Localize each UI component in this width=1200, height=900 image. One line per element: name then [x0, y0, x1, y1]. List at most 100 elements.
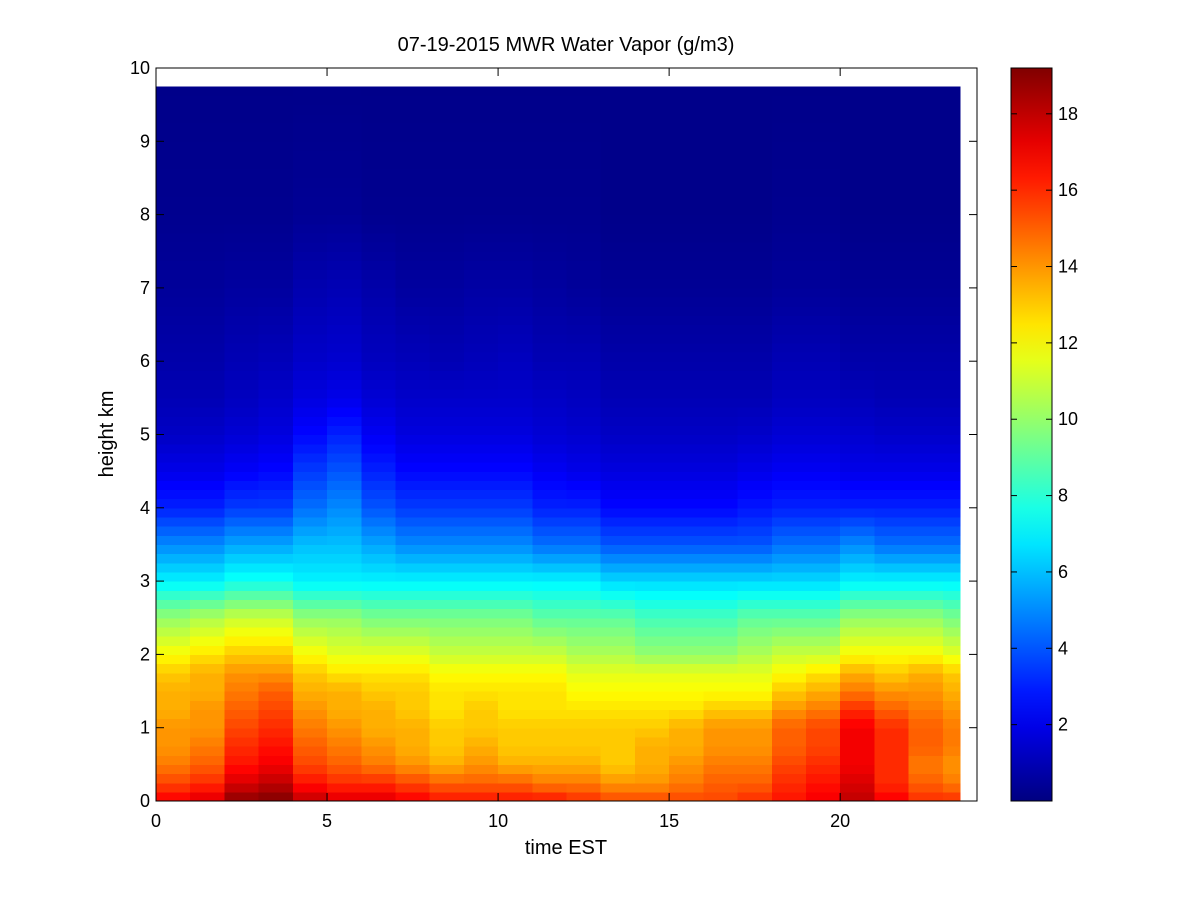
heatmap-cell [429, 672, 465, 683]
heatmap-cell [874, 324, 910, 335]
heatmap-cell [532, 434, 568, 445]
heatmap-cell [874, 352, 910, 362]
colorbar-tick-label: 10 [1058, 409, 1078, 429]
heatmap-cell [771, 773, 807, 784]
heatmap-cell [429, 352, 465, 362]
heatmap-cell [429, 407, 465, 417]
heatmap-cell [224, 461, 260, 472]
heatmap-cell [190, 260, 226, 271]
heatmap-cell [258, 425, 294, 436]
heatmap-cell [566, 782, 602, 793]
heatmap-cell [874, 434, 910, 445]
heatmap-cell [942, 718, 961, 729]
heatmap-cell [395, 434, 431, 445]
heatmap-cell [532, 645, 568, 655]
heatmap-cell [292, 773, 328, 784]
heatmap-cell [532, 187, 568, 197]
heatmap-cell [634, 608, 670, 619]
heatmap-cell [532, 507, 568, 518]
heatmap-cell [566, 709, 602, 720]
heatmap-cell [429, 132, 465, 142]
heatmap-cell [703, 86, 739, 97]
heatmap-cell [224, 425, 260, 436]
heatmap-cell [874, 645, 910, 655]
heatmap-cell [224, 232, 260, 243]
heatmap-cell [942, 526, 961, 536]
heatmap-cell [258, 471, 294, 481]
heatmap-cell [190, 361, 226, 371]
heatmap-cell [463, 755, 499, 765]
heatmap-cell [600, 113, 636, 124]
heatmap-cell [874, 379, 910, 390]
heatmap-cell [395, 590, 431, 601]
heatmap-cell [463, 773, 499, 784]
heatmap-cell [840, 590, 875, 601]
y-tick-label: 4 [140, 498, 150, 518]
heatmap-cell [292, 187, 328, 197]
heatmap-cell [737, 526, 773, 536]
heatmap-cell [463, 709, 499, 720]
heatmap-cell [156, 443, 191, 454]
heatmap-cell [361, 507, 397, 518]
heatmap-cell [703, 379, 739, 390]
heatmap-cell [600, 590, 636, 601]
heatmap-cell [498, 773, 533, 784]
heatmap-cell [737, 388, 773, 399]
heatmap-cell [634, 626, 670, 637]
heatmap-cell [771, 489, 807, 500]
heatmap-cell [600, 315, 636, 326]
heatmap-cell [156, 727, 191, 738]
heatmap-cell [395, 416, 431, 426]
heatmap-cell [669, 315, 704, 326]
heatmap-cell [190, 590, 226, 601]
heatmap-cell [703, 571, 739, 582]
heatmap-cell [292, 251, 328, 262]
heatmap-cell [805, 461, 841, 472]
heatmap-cell [840, 782, 875, 793]
heatmap-cell [942, 691, 961, 701]
heatmap-cell [771, 352, 807, 362]
heatmap-cell [292, 782, 328, 793]
heatmap-cell [463, 315, 499, 326]
heatmap-cell [429, 553, 465, 564]
heatmap-cell [532, 95, 568, 106]
heatmap-cell [908, 773, 944, 784]
heatmap-cell [327, 654, 362, 665]
heatmap-cell [874, 755, 910, 765]
heatmap-cell [771, 553, 807, 564]
heatmap-cell [874, 315, 910, 326]
heatmap-cell [908, 480, 944, 491]
heatmap-cell [634, 571, 670, 582]
heatmap-cell [361, 544, 397, 555]
heatmap-cell [942, 489, 961, 500]
heatmap-cell [292, 425, 328, 436]
heatmap-cell [327, 755, 362, 765]
heatmap-cell [771, 150, 807, 161]
heatmap-cell [669, 663, 704, 674]
heatmap-cell [224, 324, 260, 335]
heatmap-cell [463, 617, 499, 628]
heatmap-cell [566, 141, 602, 152]
heatmap-cell [292, 370, 328, 381]
heatmap-cell [737, 599, 773, 610]
heatmap-cell [942, 663, 961, 674]
heatmap-cell [703, 397, 739, 408]
heatmap-cell [703, 278, 739, 289]
heatmap-cell [634, 480, 670, 491]
heatmap-cell [942, 242, 961, 252]
heatmap-cell [327, 782, 362, 793]
heatmap-cell [327, 718, 362, 729]
heatmap-cell [942, 452, 961, 463]
heatmap-cell [566, 608, 602, 619]
heatmap-cell [771, 755, 807, 765]
heatmap-cell [566, 278, 602, 289]
heatmap-cell [874, 691, 910, 701]
heatmap-cell [327, 177, 362, 188]
y-tick-label: 1 [140, 718, 150, 738]
heatmap-cell [600, 645, 636, 655]
heatmap-cell [874, 727, 910, 738]
heatmap-cell [429, 388, 465, 399]
heatmap-cell [258, 388, 294, 399]
heatmap-cell [600, 425, 636, 436]
